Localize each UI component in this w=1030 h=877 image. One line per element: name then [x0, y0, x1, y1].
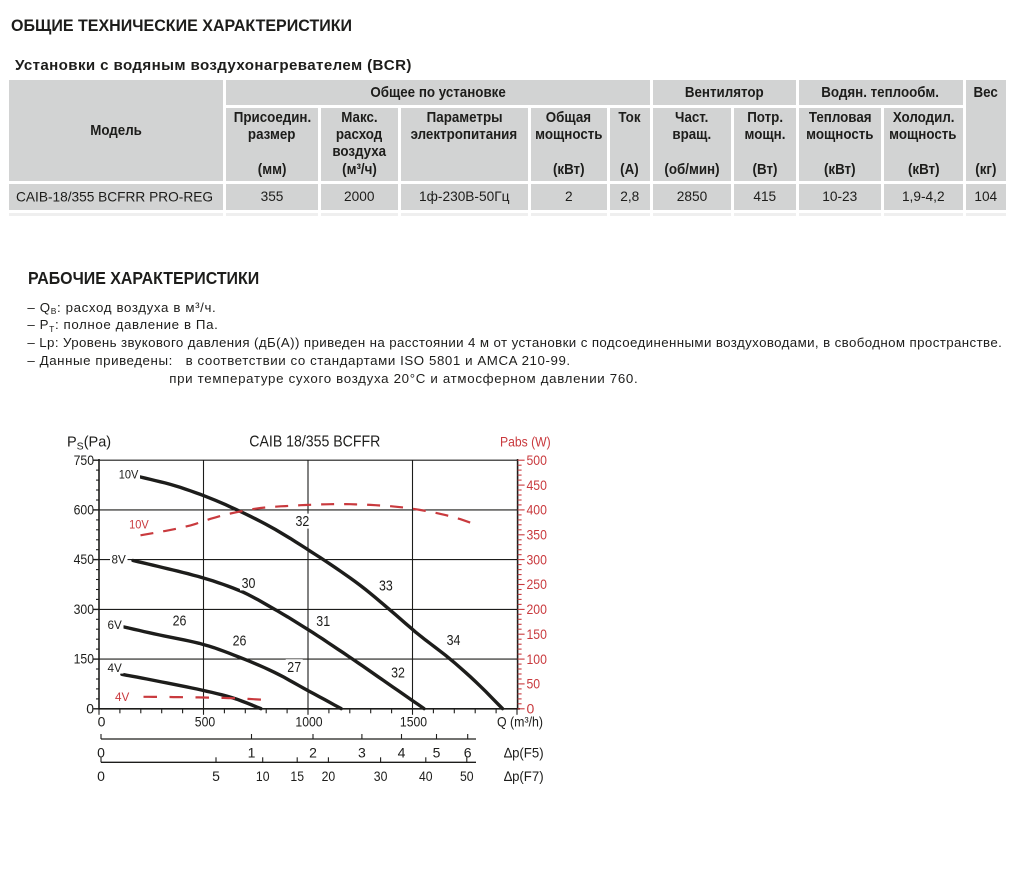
svg-text:6V: 6V — [108, 619, 123, 632]
svg-text:4V: 4V — [115, 691, 130, 704]
svg-text:1: 1 — [248, 745, 256, 761]
svg-text:0: 0 — [86, 700, 94, 716]
svg-text:Pabs (W): Pabs (W) — [500, 435, 551, 450]
svg-text:1500: 1500 — [400, 714, 427, 730]
svg-text:10V: 10V — [129, 519, 149, 532]
svg-text:50: 50 — [460, 768, 474, 784]
svg-text:150: 150 — [527, 626, 548, 642]
svg-text:400: 400 — [527, 502, 548, 518]
svg-text:Q (m³/h): Q (m³/h) — [497, 714, 543, 730]
svg-text:50: 50 — [527, 676, 541, 692]
svg-text:PS(Pa): PS(Pa) — [67, 435, 111, 453]
svg-text:27: 27 — [287, 659, 301, 676]
svg-text:1000: 1000 — [295, 714, 322, 730]
svg-text:33: 33 — [379, 578, 393, 595]
svg-text:4: 4 — [398, 745, 406, 761]
svg-text:2: 2 — [309, 745, 317, 761]
svg-text:0: 0 — [527, 701, 535, 717]
svg-text:6: 6 — [464, 745, 472, 761]
svg-text:300: 300 — [74, 601, 95, 617]
svg-text:32: 32 — [296, 513, 310, 530]
svg-text:34: 34 — [447, 632, 461, 649]
svg-text:350: 350 — [527, 527, 548, 543]
svg-text:0: 0 — [97, 768, 105, 784]
svg-text:30: 30 — [374, 768, 388, 784]
svg-text:5: 5 — [433, 745, 441, 761]
svg-text:CAIB 18/355 BCFFR: CAIB 18/355 BCFFR — [249, 434, 380, 451]
svg-text:100: 100 — [527, 651, 548, 667]
svg-text:5: 5 — [212, 768, 220, 784]
svg-text:∆p(F7): ∆p(F7) — [504, 768, 544, 784]
svg-text:10: 10 — [256, 768, 270, 784]
svg-text:200: 200 — [527, 601, 548, 617]
svg-text:3: 3 — [358, 745, 366, 761]
svg-text:31: 31 — [316, 613, 330, 630]
svg-text:32: 32 — [391, 665, 405, 682]
svg-text:8V: 8V — [111, 554, 126, 567]
svg-text:500: 500 — [195, 714, 216, 730]
svg-text:250: 250 — [527, 576, 548, 592]
svg-text:0: 0 — [97, 745, 105, 761]
svg-text:15: 15 — [290, 768, 304, 784]
svg-text:450: 450 — [74, 551, 95, 567]
svg-text:450: 450 — [527, 477, 548, 493]
svg-text:30: 30 — [242, 575, 256, 592]
svg-text:750: 750 — [74, 452, 95, 468]
svg-text:300: 300 — [527, 551, 548, 567]
svg-text:26: 26 — [233, 633, 247, 650]
svg-text:0: 0 — [98, 714, 106, 730]
svg-text:4V: 4V — [108, 662, 123, 675]
svg-text:∆p(F5): ∆p(F5) — [504, 745, 544, 761]
svg-text:600: 600 — [74, 502, 95, 518]
svg-text:150: 150 — [74, 651, 95, 667]
svg-text:20: 20 — [322, 768, 336, 784]
svg-text:40: 40 — [419, 768, 433, 784]
svg-text:10V: 10V — [119, 469, 139, 482]
svg-text:500: 500 — [527, 452, 548, 468]
svg-text:26: 26 — [173, 612, 187, 629]
